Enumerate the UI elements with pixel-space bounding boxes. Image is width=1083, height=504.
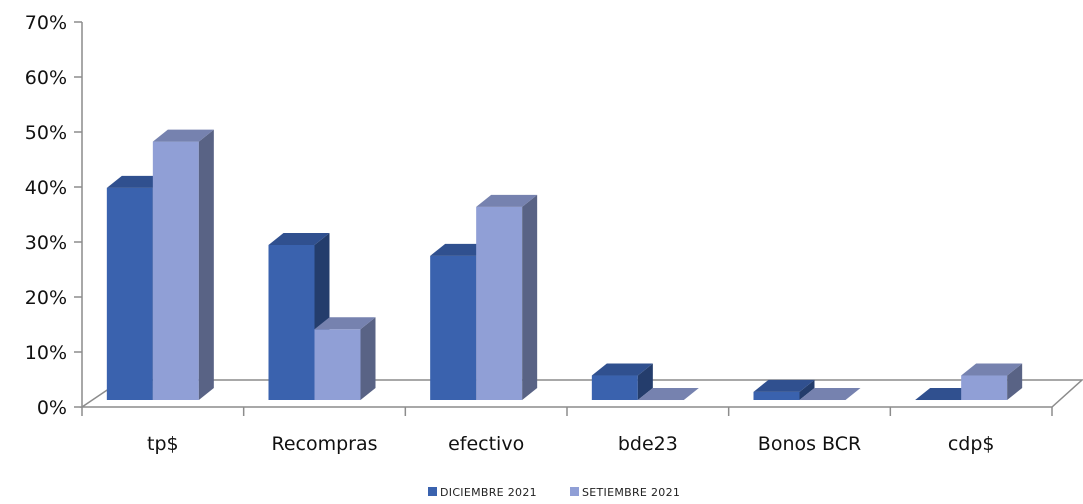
bar-side [522, 194, 538, 400]
y-tick-label: 10% [25, 342, 67, 364]
bar-front [476, 206, 523, 400]
bar-top [753, 379, 815, 392]
bar-top [915, 388, 977, 400]
bar [799, 388, 861, 401]
x-axis: tp$ Recompras efectivo bde23 Bonos BCR cdp$ [81, 407, 1053, 455]
y-tick-label: 20% [25, 287, 67, 309]
legend-label: SETIEMBRE 2021 [582, 486, 680, 499]
x-tick-label: efectivo [448, 433, 524, 455]
x-tick-label: bde23 [618, 433, 678, 455]
bar [476, 194, 538, 400]
bar-front [591, 375, 638, 400]
y-tick-label: 60% [25, 67, 67, 89]
bar-front [314, 329, 361, 400]
bar-side [198, 129, 214, 400]
bar-top [799, 388, 861, 400]
bar-top [637, 388, 699, 400]
bar-side [1007, 363, 1023, 400]
bar-front [961, 375, 1008, 400]
legend-swatch [428, 487, 437, 496]
bar-side [799, 379, 815, 400]
bar [915, 388, 977, 401]
bar [152, 129, 214, 400]
bar [314, 317, 376, 400]
bar-top [314, 317, 376, 330]
bar-top [268, 232, 330, 245]
x-tick-label: Recompras [271, 433, 377, 455]
bar-side [360, 317, 376, 400]
bar-top [106, 175, 168, 188]
bar-top [430, 243, 492, 256]
y-tick-label: 40% [25, 177, 67, 199]
y-tick-label: 30% [25, 232, 67, 254]
bar-front [268, 244, 315, 400]
y-tick-label: 70% [25, 12, 67, 34]
y-tick-label: 50% [25, 122, 67, 144]
bar-top [961, 363, 1023, 376]
bars [106, 129, 1023, 401]
bar-top [591, 363, 653, 376]
bar-front [430, 255, 477, 400]
bar-front [152, 141, 199, 400]
y-tick-label: 0% [37, 397, 67, 419]
y-axis: 0% 10% 20% 30% 40% 50% 60% 70% [25, 12, 83, 419]
x-tick-label: cdp$ [948, 433, 995, 455]
bar-front [106, 187, 153, 400]
x-tick-label: Bonos BCR [758, 433, 861, 455]
bar-top [476, 194, 538, 207]
bar-side [637, 363, 653, 400]
bar-top [152, 129, 214, 142]
legend-swatch [570, 487, 579, 496]
legend-item: SETIEMBRE 2021 [570, 486, 680, 499]
legend-label: DICIEMBRE 2021 [440, 486, 537, 499]
x-tick-label: tp$ [147, 433, 179, 455]
bar [591, 363, 653, 400]
bar [637, 388, 699, 401]
legend-item: DICIEMBRE 2021 [428, 486, 537, 499]
bar [753, 379, 815, 400]
bar [961, 363, 1023, 400]
bar-front [753, 391, 800, 400]
legend: DICIEMBRE 2021 SETIEMBRE 2021 [428, 486, 680, 499]
